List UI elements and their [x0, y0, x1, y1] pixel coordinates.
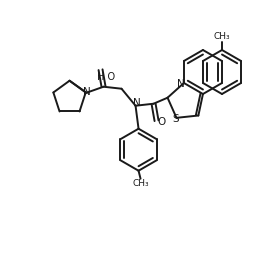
Text: CH₃: CH₃: [132, 179, 149, 188]
Text: N: N: [177, 79, 185, 89]
Text: O: O: [157, 117, 166, 127]
Text: S: S: [172, 114, 179, 124]
Text: CH₃: CH₃: [214, 32, 230, 41]
Text: H O: H O: [97, 72, 116, 82]
Text: N: N: [83, 87, 90, 97]
Text: N: N: [133, 98, 141, 108]
